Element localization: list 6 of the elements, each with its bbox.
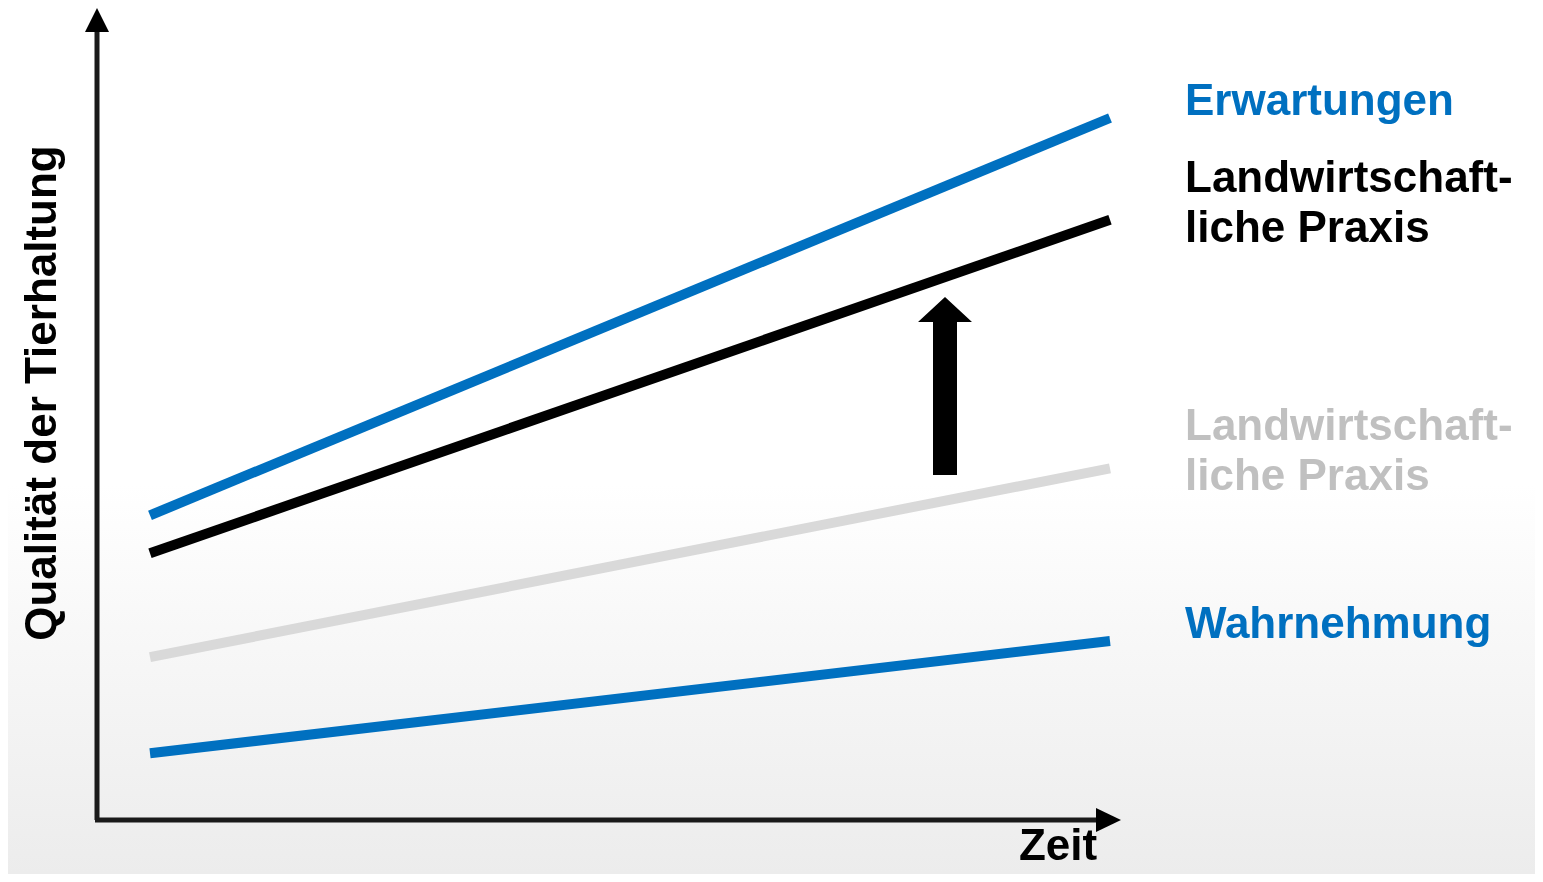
- series-label: Wahrnehmung: [1185, 597, 1492, 647]
- series-label: Landwirtschaft- liche Praxis: [1185, 399, 1513, 499]
- x-axis-title: Zeit: [1018, 820, 1098, 869]
- series-label: Landwirtschaft- liche Praxis: [1185, 151, 1513, 251]
- series-label: Erwartungen: [1185, 74, 1454, 124]
- y-axis-title: Qualität der Tierhaltung: [15, 145, 65, 641]
